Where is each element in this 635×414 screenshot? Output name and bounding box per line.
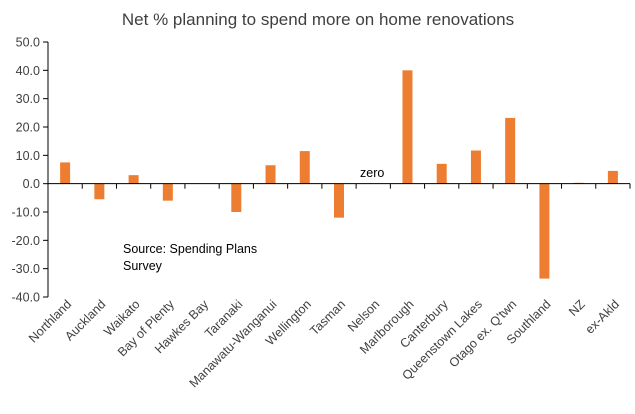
bar bbox=[265, 165, 276, 184]
y-tick-label: 50.0 bbox=[16, 36, 40, 50]
bar bbox=[436, 163, 447, 184]
x-tick-label: ex-Akld bbox=[583, 297, 622, 336]
bar bbox=[60, 162, 71, 184]
bar bbox=[470, 150, 481, 184]
bars bbox=[60, 70, 618, 279]
y-tick-label: -20.0 bbox=[12, 234, 41, 248]
bar bbox=[539, 183, 550, 279]
bar bbox=[299, 151, 310, 184]
bar bbox=[607, 170, 618, 184]
chart-title: Net % planning to spend more on home ren… bbox=[122, 10, 514, 29]
y-tick-label: 0.0 bbox=[23, 177, 40, 191]
bar bbox=[402, 70, 413, 184]
y-tick-label: 10.0 bbox=[16, 149, 40, 163]
y-tick-label: 20.0 bbox=[16, 121, 40, 135]
source-note-line1: Source: Spending Plans bbox=[123, 242, 257, 256]
bar bbox=[505, 117, 516, 184]
y-axis: 50.0 40.0 30.0 20.0 10.0 0.0 -10.0 -20.0 -30.0 -4… bbox=[12, 36, 49, 305]
y-tick-label: -10.0 bbox=[12, 206, 41, 220]
x-tick-label: NZ bbox=[566, 297, 588, 319]
bar bbox=[231, 183, 242, 212]
y-tick-label: -40.0 bbox=[12, 291, 41, 305]
source-note-line2: Survey bbox=[123, 259, 163, 273]
y-tick-label: 40.0 bbox=[16, 64, 40, 78]
bar bbox=[162, 183, 173, 201]
bar bbox=[94, 183, 105, 200]
y-tick-label: 30.0 bbox=[16, 92, 40, 106]
x-tick-label: Tasman bbox=[307, 297, 348, 338]
bar bbox=[128, 175, 139, 184]
zero-annotation: zero bbox=[360, 166, 384, 180]
bar bbox=[334, 183, 344, 218]
y-tick-label: -30.0 bbox=[12, 262, 41, 276]
